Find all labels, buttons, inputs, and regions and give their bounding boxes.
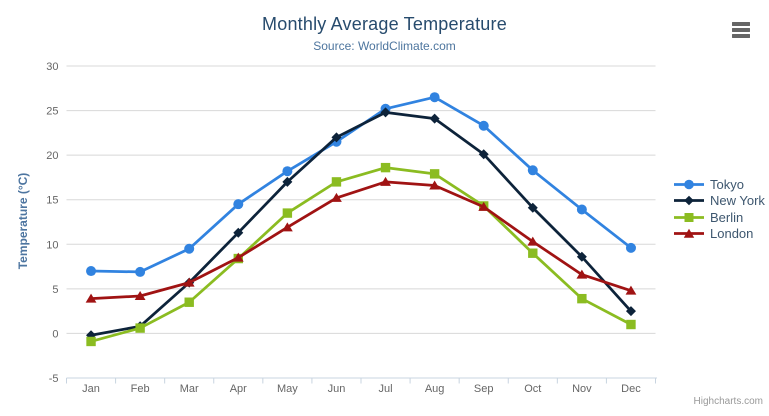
data-point-marker[interactable] — [331, 177, 342, 187]
data-point-marker[interactable] — [86, 266, 97, 277]
x-axis-label: May — [277, 383, 298, 395]
legend-label: Berlin — [710, 209, 744, 225]
series-line-london[interactable] — [89, 180, 633, 301]
data-point-marker[interactable] — [625, 242, 636, 253]
legend-item-berlin[interactable]: Berlin — [674, 209, 765, 226]
y-axis-label: 15 — [46, 195, 58, 207]
data-point-marker[interactable] — [134, 290, 146, 300]
x-axis-label: Mar — [180, 383, 199, 395]
data-point-marker[interactable] — [577, 293, 587, 304]
data-point-marker[interactable] — [576, 251, 587, 262]
data-point-marker[interactable] — [527, 202, 538, 213]
data-point-marker[interactable] — [282, 176, 293, 187]
x-axis-label: Jul — [379, 383, 393, 395]
context-menu-button[interactable] — [727, 17, 755, 43]
y-axis-label: 30 — [46, 61, 58, 73]
data-point-marker[interactable] — [232, 252, 244, 262]
chart-subtitle: Source: WorldClimate.com — [313, 39, 456, 53]
data-point-marker[interactable] — [429, 113, 440, 124]
series-line-new-york[interactable] — [89, 110, 633, 337]
data-point-marker[interactable] — [429, 180, 441, 190]
data-point-marker[interactable] — [135, 323, 145, 333]
data-point-marker[interactable] — [86, 336, 96, 347]
circle-legend-icon — [674, 179, 704, 190]
legend-label: Tokyo — [710, 176, 744, 192]
data-point-marker[interactable] — [282, 166, 293, 177]
x-axis-label: Feb — [131, 383, 150, 395]
legend: Tokyo New York Berlin London — [674, 176, 765, 242]
data-point-marker[interactable] — [135, 266, 146, 277]
data-point-marker[interactable] — [281, 222, 293, 232]
legend-item-new-york[interactable]: New York — [674, 193, 765, 210]
y-axis-label: 20 — [46, 150, 58, 162]
data-point-marker[interactable] — [380, 107, 391, 118]
data-point-marker[interactable] — [625, 306, 636, 317]
data-point-marker[interactable] — [527, 165, 538, 176]
legend-item-london[interactable]: London — [674, 226, 765, 243]
x-axis-label: Apr — [230, 383, 247, 395]
data-point-marker[interactable] — [183, 277, 195, 287]
data-point-marker[interactable] — [478, 120, 489, 131]
data-point-marker[interactable] — [380, 162, 391, 173]
data-point-marker[interactable] — [478, 149, 489, 160]
data-point-marker[interactable] — [331, 132, 342, 143]
hamburger-icon — [732, 22, 750, 38]
data-point-marker[interactable] — [184, 297, 194, 307]
y-axis-label: -5 — [49, 373, 59, 385]
legend-label: London — [710, 226, 754, 242]
legend-label: New York — [710, 193, 765, 209]
chart-title: Monthly Average Temperature — [262, 14, 507, 34]
data-point-marker[interactable] — [282, 208, 293, 218]
x-axis-label: Aug — [425, 383, 445, 395]
y-axis-label: 0 — [52, 328, 58, 340]
data-point-marker[interactable] — [429, 169, 440, 179]
series-line-berlin[interactable] — [89, 166, 633, 343]
data-point-marker[interactable] — [429, 92, 440, 103]
x-axis-label: Nov — [572, 383, 592, 395]
data-point-marker[interactable] — [233, 199, 244, 210]
data-point-marker[interactable] — [528, 248, 538, 258]
diamond-legend-icon — [674, 195, 704, 206]
x-axis-label: Dec — [621, 383, 641, 395]
triangle-legend-icon — [674, 228, 704, 238]
y-axis-label: 25 — [46, 106, 58, 118]
credits-link[interactable]: Highcharts.com — [693, 396, 763, 407]
data-point-marker[interactable] — [527, 236, 539, 246]
data-point-marker[interactable] — [576, 204, 587, 215]
data-point-marker[interactable] — [478, 201, 490, 211]
square-legend-icon — [674, 212, 704, 222]
data-point-marker[interactable] — [331, 192, 342, 202]
legend-item-tokyo[interactable]: Tokyo — [674, 176, 765, 193]
x-axis-label: Jan — [82, 383, 100, 395]
y-axis-label: 5 — [52, 284, 58, 296]
x-axis-label: Oct — [524, 383, 541, 395]
x-axis-label: Jun — [328, 383, 346, 395]
data-point-marker[interactable] — [626, 319, 636, 330]
data-point-marker[interactable] — [625, 285, 637, 295]
data-point-marker[interactable] — [380, 176, 391, 186]
x-axis-label: Sep — [474, 383, 494, 395]
y-axis-label: 10 — [46, 239, 58, 251]
data-point-marker[interactable] — [85, 293, 97, 303]
data-point-marker[interactable] — [233, 227, 244, 238]
data-point-marker[interactable] — [576, 269, 588, 279]
data-point-marker[interactable] — [184, 243, 195, 254]
